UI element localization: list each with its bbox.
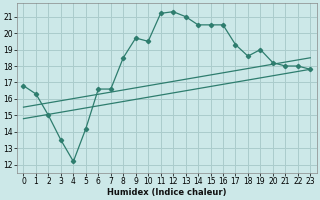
X-axis label: Humidex (Indice chaleur): Humidex (Indice chaleur) <box>107 188 227 197</box>
